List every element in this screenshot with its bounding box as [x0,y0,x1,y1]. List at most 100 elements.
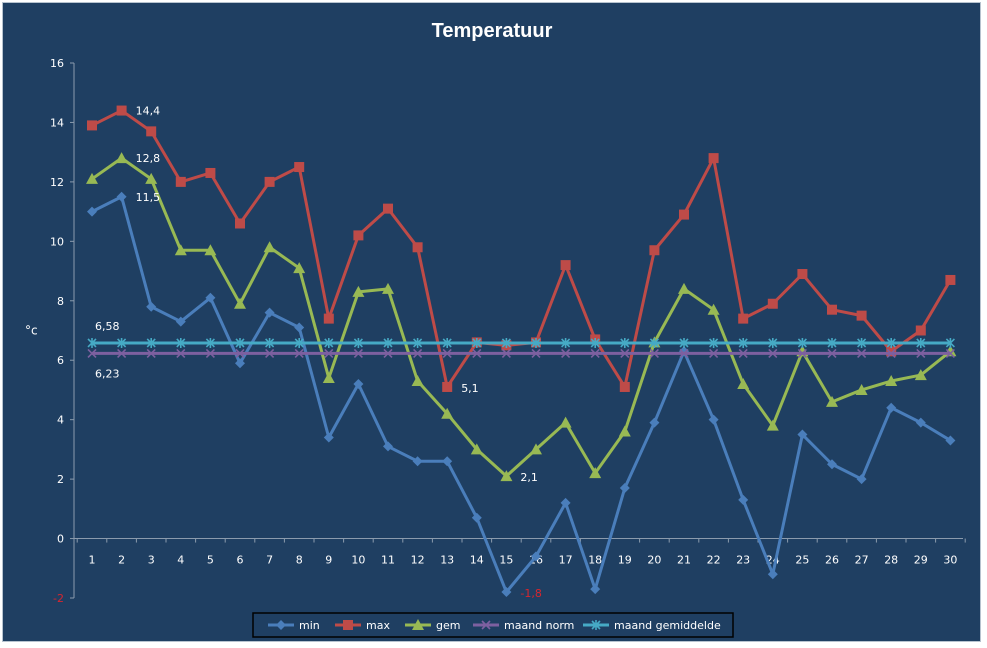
point-marker [322,372,335,384]
x-tick-label: 12 [411,554,425,567]
point-marker [620,337,630,348]
x-tick-label: 6 [237,554,244,567]
point-marker [561,337,571,348]
legend-item-min: min [268,619,320,632]
point-marker [737,378,750,389]
point-marker [413,337,423,348]
x-tick-label: 23 [736,554,750,567]
chart-title: Temperatuur [432,20,553,42]
point-marker [205,167,216,178]
point-marker [412,456,423,467]
point-marker [471,512,482,523]
y-tick-label: 10 [50,235,64,248]
x-tick-label: 3 [148,554,155,567]
point-marker [914,369,927,381]
point-marker [441,407,454,419]
point-marker [235,348,245,358]
series-line-max [91,109,952,389]
point-marker [530,443,542,455]
point-marker [797,269,808,280]
point-marker [472,348,482,358]
point-marker [531,551,541,562]
point-marker [176,337,186,348]
point-marker [264,307,275,318]
point-marker [442,381,453,392]
point-marker [442,337,452,348]
point-marker [481,620,491,630]
point-marker [857,337,867,348]
data-labels: 14,4 12,8 11,5 6,58 6,23 5,1 2,1 -1,8 [95,105,542,600]
point-marker [916,337,926,348]
point-marker [827,337,837,348]
point-marker [886,348,896,358]
point-marker [413,348,423,358]
legend-label: gem [436,619,460,632]
point-marker [87,120,97,131]
point-marker [146,301,157,312]
point-marker [353,337,363,348]
point-marker [560,497,571,508]
point-marker [205,348,215,358]
x-tick-label: 19 [618,554,632,567]
point-marker [145,172,158,184]
x-tick-label: 28 [884,554,898,567]
point-marker [383,203,393,214]
point-marker [856,474,867,485]
series-gem [86,152,957,482]
x-tick-label: 21 [677,554,691,567]
point-marker [501,348,511,358]
point-marker [234,297,246,309]
point-marker [826,395,838,407]
point-marker [855,383,868,395]
legend-label: min [299,619,320,632]
point-marker [589,467,602,479]
point-marker [619,381,630,392]
point-marker [679,337,689,348]
point-marker [411,375,424,387]
y-tick-label: 12 [50,176,64,189]
x-tick-label: 18 [588,554,602,567]
series-max [87,105,956,392]
y-tick-label: 16 [50,57,64,70]
x-tick-label: 20 [647,554,661,567]
legend-item-max: max [335,619,390,632]
point-marker [945,435,956,446]
point-marker [709,348,719,358]
point-marker [174,244,187,256]
data-label: -1,8 [520,587,541,600]
point-marker [294,162,305,173]
data-label: 11,5 [136,191,161,204]
data-label: 6,58 [95,320,120,333]
point-marker [797,337,807,348]
point-marker [649,245,660,256]
point-marker [885,375,898,387]
point-marker [412,619,424,630]
point-marker [797,429,808,440]
point-marker [501,337,511,348]
point-marker [709,337,719,348]
point-marker [175,176,186,187]
y-axis-label: °c [25,324,38,338]
y-tick-label: -2 [53,592,64,605]
y-tick-label: 6 [57,354,64,367]
point-marker [323,432,334,443]
x-tick-label: 27 [855,554,869,567]
point-marker [116,105,127,116]
legend-label: maand norm [504,619,574,632]
point-marker [856,310,867,321]
point-marker [827,459,837,470]
data-label: 12,8 [136,152,161,165]
point-marker [767,298,778,309]
x-tick-label: 2 [118,554,125,567]
point-marker [708,153,719,164]
x-tick-label: 4 [177,554,184,567]
point-marker [383,337,393,348]
point-marker [886,346,897,357]
x-tick-label: 26 [825,554,839,567]
point-marker [117,337,127,348]
point-marker [293,262,306,274]
x-tick-label: 7 [266,554,273,567]
point-marker [175,316,186,327]
series-line-min [91,195,952,594]
